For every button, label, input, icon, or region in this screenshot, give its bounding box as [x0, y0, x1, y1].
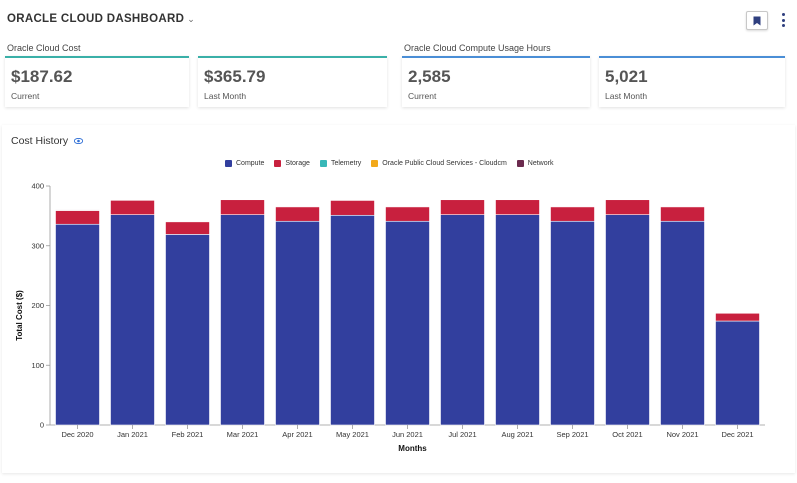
bar-segment-storage — [110, 200, 155, 215]
y-tick-label: 0 — [40, 421, 44, 430]
legend-swatch — [516, 160, 524, 167]
bar-segment-network — [55, 209, 100, 211]
bar-segment-storage — [660, 206, 705, 222]
bar-segment-compute — [385, 220, 430, 426]
chevron-down-icon: ⌄ — [187, 14, 196, 24]
legend-swatch — [371, 160, 379, 167]
legend-swatch — [274, 160, 282, 167]
bar-segment-compute — [165, 234, 210, 426]
legend-swatch — [319, 160, 327, 167]
bar-segment-compute — [550, 220, 595, 426]
dashboard-header: ORACLE CLOUD DASHBOARD ⌄ — [0, 0, 797, 40]
bar-segment-storage — [275, 206, 320, 222]
x-tick-label: Jul 2021 — [448, 430, 476, 439]
x-tick-label: Apr 2021 — [282, 430, 312, 439]
usage-group-label: Oracle Cloud Compute Usage Hours — [404, 43, 551, 53]
y-tick-label: 300 — [31, 241, 44, 250]
kpi-card-current-cost: $187.62 Current — [5, 56, 189, 107]
kpi-value: 5,021 — [605, 67, 648, 86]
kpi-card-current-usage: 2,585 Current — [402, 56, 590, 107]
bar-segment-compute — [715, 320, 760, 426]
y-tick-label: 400 — [31, 182, 44, 191]
kpi-label: Last Month — [605, 91, 648, 101]
bar-segment-storage — [715, 312, 760, 322]
dashboard-title[interactable]: ORACLE CLOUD DASHBOARD ⌄ — [7, 13, 195, 25]
kpi-card-last-month-cost: $365.79 Last Month — [198, 56, 387, 107]
kpi-label: Current — [408, 91, 437, 101]
x-tick-label: May 2021 — [336, 430, 369, 439]
bar-segment-storage — [330, 200, 375, 216]
legend-item[interactable]: Network — [516, 160, 554, 167]
kpi-label: Current — [11, 91, 40, 101]
legend-label: Oracle Public Cloud Services - Cloudcm — [382, 160, 507, 167]
bar-segment-storage — [605, 199, 650, 215]
legend-item[interactable]: Storage — [274, 160, 310, 167]
x-tick-label: Jun 2021 — [392, 430, 423, 439]
bar-segment-compute — [275, 220, 320, 426]
y-tick-label: 200 — [31, 301, 44, 310]
x-axis-title: Months — [398, 444, 427, 453]
bar-segment-compute — [495, 214, 540, 426]
legend-label: Network — [527, 160, 554, 167]
bar-segment-storage — [55, 210, 100, 225]
x-tick-label: Dec 2020 — [61, 430, 93, 439]
legend-item[interactable]: Telemetry — [319, 160, 362, 167]
panel-title: Cost History — [11, 135, 84, 147]
legend-swatch — [225, 160, 232, 167]
kpi-value: 2,585 — [408, 67, 451, 86]
x-tick-label: Aug 2021 — [501, 430, 533, 439]
legend-item[interactable]: Compute — [225, 160, 264, 167]
cost-group-label: Oracle Cloud Cost — [7, 43, 81, 53]
x-tick-label: Oct 2021 — [612, 430, 642, 439]
kpi-card-last-month-usage: 5,021 Last Month — [599, 56, 785, 107]
kebab-dot-icon — [781, 13, 785, 16]
legend-item[interactable]: Oracle Public Cloud Services - Cloudcm — [371, 160, 507, 167]
x-tick-label: Mar 2021 — [227, 430, 259, 439]
kebab-dot-icon — [781, 24, 785, 27]
eye-icon[interactable] — [74, 138, 84, 145]
bar-segment-storage — [550, 206, 595, 222]
x-tick-label: Nov 2021 — [666, 430, 698, 439]
legend-label: Compute — [236, 160, 265, 167]
kpi-value: $187.62 — [11, 67, 73, 86]
bar-segment-compute — [55, 223, 100, 426]
bar-segment-compute — [440, 214, 485, 426]
legend-label: Telemetry — [330, 160, 362, 167]
dashboard-title-text: ORACLE CLOUD DASHBOARD — [7, 13, 185, 25]
kebab-dot-icon — [781, 18, 785, 22]
y-axis-title: Total Cost ($) — [15, 290, 24, 341]
bar-segment-storage — [495, 199, 540, 215]
panel-title-text: Cost History — [11, 135, 69, 147]
bar-segment-compute — [330, 214, 375, 426]
x-tick-label: Jan 2021 — [117, 430, 148, 439]
bookmark-icon — [753, 16, 761, 25]
bar-segment-compute — [660, 220, 705, 426]
bar-segment-storage — [385, 206, 430, 222]
y-tick-label: 100 — [31, 361, 44, 370]
bar-segment-storage — [440, 199, 485, 215]
more-options-button[interactable] — [778, 12, 788, 28]
x-tick-label: Feb 2021 — [172, 430, 204, 439]
bar-segment-network — [330, 199, 375, 201]
kpi-label: Last Month — [204, 91, 247, 101]
bar-segment-storage — [165, 221, 210, 235]
bookmark-button[interactable] — [746, 11, 768, 30]
x-tick-label: Dec 2021 — [721, 430, 753, 439]
bar-segment-compute — [110, 214, 155, 426]
bar-segment-compute — [605, 214, 650, 426]
bar-segment-storage — [220, 199, 265, 215]
bar-segment-compute — [220, 214, 265, 426]
kpi-value: $365.79 — [204, 67, 266, 86]
chart-legend: Compute Storage Telemetry Oracle Public Clo… — [225, 160, 553, 167]
legend-label: Storage — [285, 160, 310, 167]
x-tick-label: Sep 2021 — [556, 430, 588, 439]
